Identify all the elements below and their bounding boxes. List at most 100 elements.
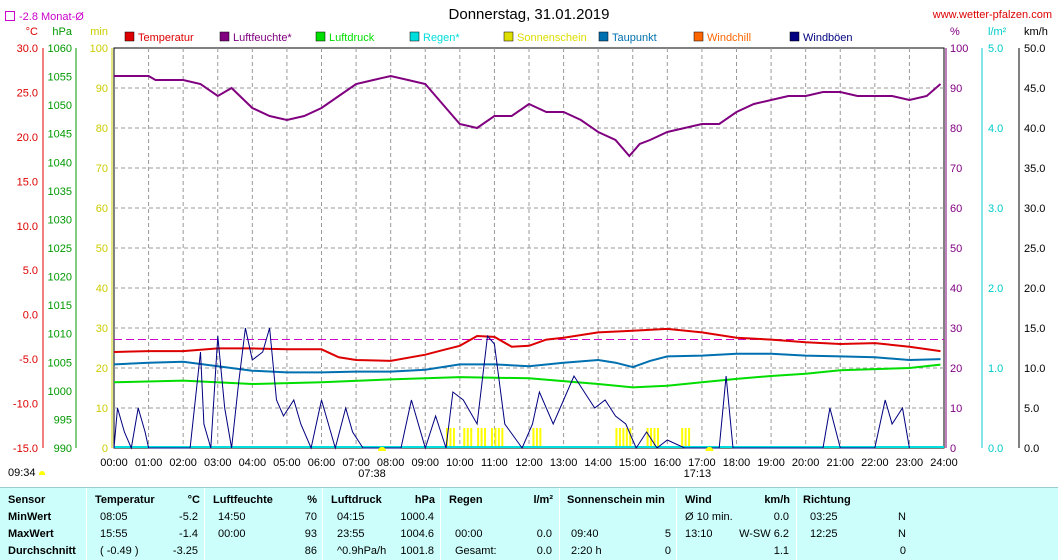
tick-label-percent: 30 (950, 323, 962, 335)
x-tick-label: 03:00 (204, 457, 232, 469)
first-sun-time: 09:34 (8, 467, 45, 479)
sunshine-bar (681, 428, 684, 448)
tick-label-pressure_hpa: 1040 (48, 157, 72, 169)
legend-label: Temperatur (138, 32, 194, 44)
legend-label: Taupunkt (612, 32, 657, 44)
stats-table: Sensor Temperatur °C Luftfeuchte% Luftdruck h… (0, 487, 1058, 560)
tick-label-minutes: 90 (96, 83, 108, 95)
tick-label-temp_c: -15.0 (13, 443, 38, 455)
legend-label: Luftfeuchte* (233, 32, 292, 44)
tick-label-wind_kmh: 0.0 (1024, 443, 1039, 455)
sunshine-bar (656, 428, 659, 448)
series-luftdruck (113, 363, 941, 389)
sunshine-bar (684, 428, 687, 448)
x-tick-label: 24:00 (930, 457, 958, 469)
x-tick-label: 06:00 (308, 457, 336, 469)
series-taupunkt (113, 352, 941, 374)
stats-header-sensor: Sensor (8, 494, 46, 506)
tick-label-wind_kmh: 15.0 (1024, 323, 1045, 335)
sun-icon (38, 471, 45, 475)
x-tick-label: 10:00 (446, 457, 474, 469)
tick-label-minutes: 80 (96, 123, 108, 135)
stats-direction-time: 03:25 (810, 511, 838, 523)
stats-temp-value: -3.25 (172, 545, 198, 557)
sunshine-bar (622, 428, 625, 448)
stats-separator (559, 488, 560, 560)
stats-separator (796, 488, 797, 560)
tick-label-minutes: 70 (96, 163, 108, 175)
tick-label-wind_kmh: 20.0 (1024, 283, 1045, 295)
x-tick-label: 20:00 (792, 457, 820, 469)
x-tick-label: 04:00 (239, 457, 267, 469)
series-temperatur (113, 327, 941, 362)
x-tick-label: 22:00 (861, 457, 889, 469)
stats-humidity-time: 14:50 (218, 511, 246, 523)
legend-swatch (124, 31, 135, 42)
sunshine-bar (466, 428, 469, 448)
tick-label-minutes: 0 (102, 443, 108, 455)
x-tick-label: 14:00 (584, 457, 612, 469)
tick-label-temp_c: -5.0 (19, 354, 38, 366)
tick-label-percent: 60 (950, 203, 962, 215)
x-tick-label: 08:00 (377, 457, 405, 469)
stats-direction-value: N (898, 511, 906, 523)
tick-label-wind_kmh: 5.0 (1024, 403, 1039, 415)
unit-minutes: min (90, 26, 108, 38)
tick-label-pressure_hpa: 1030 (48, 214, 72, 226)
sunshine-bar (480, 428, 483, 448)
sunshine-bar (484, 428, 487, 448)
stats-wind-value: W-SW 6.2 (739, 528, 789, 540)
series-windben (113, 327, 910, 450)
sunshine-bar (646, 428, 649, 448)
tick-label-minutes: 30 (96, 323, 108, 335)
tick-label-pressure_hpa: 1020 (48, 272, 72, 284)
tick-label-pressure_hpa: 1025 (48, 243, 72, 255)
x-tick-label: 15:00 (619, 457, 647, 469)
legend-label: Luftdruck (329, 32, 375, 44)
sunshine-bar (618, 428, 621, 448)
stats-wind-value: 0.0 (773, 511, 789, 523)
legend-swatch (789, 31, 800, 42)
tick-label-pressure_hpa: 1010 (48, 329, 72, 341)
tick-label-minutes: 20 (96, 363, 108, 375)
sunshine-bar (629, 428, 632, 448)
x-tick-label: 12:00 (515, 457, 543, 469)
stats-sunshine-value: 0 (664, 545, 671, 557)
stats-pressure-value: 1004.6 (400, 528, 434, 540)
month-average-marker-icon (5, 11, 15, 21)
stats-rain-value: 0.0 (536, 545, 552, 557)
site-link[interactable]: www.wetter-pfalzen.com (932, 9, 1052, 21)
tick-label-temp_c: 20.0 (17, 132, 38, 144)
sunshine-bar (535, 428, 538, 448)
unit-wind_kmh: km/h (1024, 26, 1048, 38)
tick-label-percent: 0 (950, 443, 956, 455)
plot-area (113, 74, 944, 450)
x-tick-label: 21:00 (826, 457, 854, 469)
stats-temp-time: 08:05 (100, 511, 128, 523)
tick-label-wind_kmh: 40.0 (1024, 123, 1045, 135)
legend-swatch (693, 31, 704, 42)
month-average-label: -2.8 Monat-Ø (19, 11, 84, 23)
stats-humidity-value: 70 (304, 511, 317, 523)
tick-label-percent: 100 (950, 43, 968, 55)
tick-label-pressure_hpa: 1045 (48, 129, 72, 141)
chart-title: Donnerstag, 31.01.2019 (448, 6, 610, 23)
unit-rain: l/m² (988, 26, 1007, 38)
tick-label-pressure_hpa: 1050 (48, 100, 72, 112)
stats-sunshine-time: 2:20 h (571, 545, 602, 557)
x-tick-label: 17:00 (688, 457, 716, 469)
stats-header-pressure-unit: hPa (414, 494, 435, 506)
legend-swatch (219, 31, 230, 42)
stats-row-label: Durchschnitt (8, 545, 76, 557)
stats-header-direction: Richtung (803, 494, 851, 506)
legend-swatch (598, 31, 609, 42)
stats-separator (204, 488, 205, 560)
sunshine-bar (470, 428, 473, 448)
right-axes: 1009080706050403020100%5.04.03.02.01.00.… (945, 26, 1048, 455)
sunshine-bar (539, 428, 542, 448)
stats-pressure-time: 23:55 (337, 528, 365, 540)
stats-direction-time: 12:25 (810, 528, 838, 540)
tick-label-percent: 40 (950, 283, 962, 295)
sunshine-bar (452, 428, 455, 448)
weather-chart: 30.0 25.0 20.0 15.0 10.0 5.0 0.0 -5.0 -10.0 -15.0… (13, 26, 1048, 480)
